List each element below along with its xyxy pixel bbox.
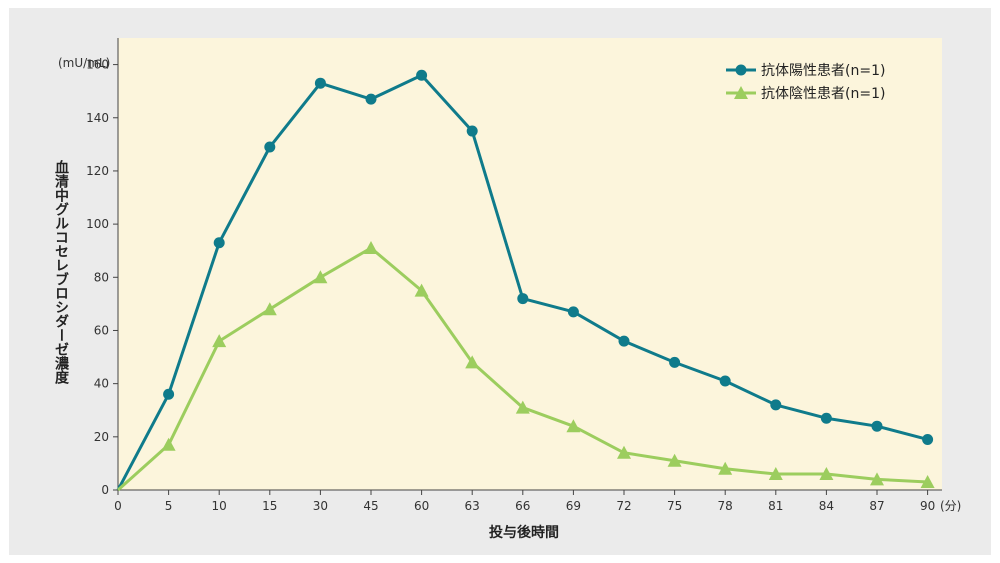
data-point bbox=[364, 241, 378, 255]
data-point bbox=[920, 475, 935, 489]
data-point bbox=[719, 375, 731, 387]
data-point bbox=[567, 306, 579, 318]
data-point bbox=[212, 334, 227, 348]
y-ticks: 0 20 40 60 80 100 120 140 160 bbox=[86, 58, 118, 497]
y-tick-label: 160 bbox=[86, 58, 109, 72]
y-tick-label: 20 bbox=[94, 430, 109, 444]
data-point bbox=[163, 388, 175, 400]
data-point bbox=[768, 467, 783, 481]
x-tick-label: 87 bbox=[869, 499, 884, 513]
data-point bbox=[313, 270, 328, 284]
data-point bbox=[820, 412, 832, 424]
legend-label-negative: 抗体陰性患者(n=1) bbox=[761, 86, 885, 102]
y-tick-label: 60 bbox=[94, 323, 109, 337]
x-tick-label: 84 bbox=[819, 499, 834, 513]
data-point bbox=[870, 472, 884, 486]
data-point bbox=[770, 399, 782, 411]
x-tick-label: 15 bbox=[262, 499, 277, 513]
x-tick-label: 30 bbox=[313, 499, 328, 513]
legend-marker-positive bbox=[735, 64, 747, 76]
data-point bbox=[617, 445, 631, 459]
x-ticks: 0 5 10 15 30 45 60 63 66 69 72 75 78 81 84 87 90 bbox=[114, 490, 935, 513]
x-axis-title: 投与後時間 bbox=[489, 524, 559, 541]
data-point bbox=[161, 437, 176, 451]
data-point bbox=[517, 293, 529, 305]
x-tick-label: 78 bbox=[718, 499, 733, 513]
legend-item-negative: 抗体陰性患者(n=1) bbox=[726, 86, 885, 102]
legend-marker-negative bbox=[734, 86, 748, 99]
x-tick-label: 0 bbox=[114, 499, 122, 513]
y-unit-label: (mU/mL) bbox=[58, 56, 110, 70]
data-point bbox=[262, 302, 277, 316]
series-layer bbox=[116, 69, 935, 492]
x-tick-label: 90 bbox=[920, 499, 935, 513]
data-point bbox=[618, 335, 630, 347]
x-tick-label: 63 bbox=[465, 499, 480, 513]
x-tick-label: 72 bbox=[616, 499, 631, 513]
x-unit-label: (分) bbox=[940, 499, 961, 513]
y-tick-label: 40 bbox=[94, 377, 109, 391]
x-tick-label: 5 bbox=[165, 499, 173, 513]
data-point bbox=[365, 93, 377, 105]
x-tick-label: 45 bbox=[363, 499, 378, 513]
y-tick-label: 0 bbox=[101, 483, 109, 497]
axes bbox=[117, 38, 942, 491]
x-tick-label: 66 bbox=[515, 499, 530, 513]
data-point bbox=[213, 237, 225, 249]
data-point bbox=[871, 420, 883, 432]
x-tick-label: 60 bbox=[414, 499, 429, 513]
data-point bbox=[515, 400, 530, 414]
x-tick-label: 75 bbox=[667, 499, 682, 513]
y-tick-label: 140 bbox=[86, 111, 109, 125]
plot-area bbox=[118, 38, 942, 490]
y-axis-title: 血清中グルコセレブロシダーゼ濃度 bbox=[53, 159, 69, 385]
data-point bbox=[314, 77, 326, 89]
data-point bbox=[414, 283, 429, 297]
y-tick-label: 100 bbox=[86, 217, 109, 231]
x-tick-label: 10 bbox=[212, 499, 227, 513]
y-tick-label: 120 bbox=[86, 164, 109, 178]
legend-label-positive: 抗体陽性患者(n=1) bbox=[761, 63, 885, 79]
series-1 bbox=[116, 69, 934, 491]
x-tick-label: 69 bbox=[566, 499, 581, 513]
legend: 抗体陽性患者(n=1) 抗体陰性患者(n=1) bbox=[726, 63, 885, 102]
data-point bbox=[416, 69, 428, 81]
data-point bbox=[819, 467, 834, 481]
data-point bbox=[264, 141, 276, 153]
series-2 bbox=[117, 241, 935, 492]
data-point bbox=[718, 461, 733, 475]
data-point bbox=[465, 355, 480, 369]
data-point bbox=[566, 419, 581, 433]
legend-item-positive: 抗体陽性患者(n=1) bbox=[726, 63, 885, 79]
y-tick-label: 80 bbox=[94, 270, 109, 284]
data-point bbox=[922, 433, 934, 445]
data-point bbox=[466, 125, 478, 137]
x-tick-label: 81 bbox=[768, 499, 783, 513]
data-point bbox=[667, 453, 682, 467]
data-point bbox=[669, 356, 681, 368]
